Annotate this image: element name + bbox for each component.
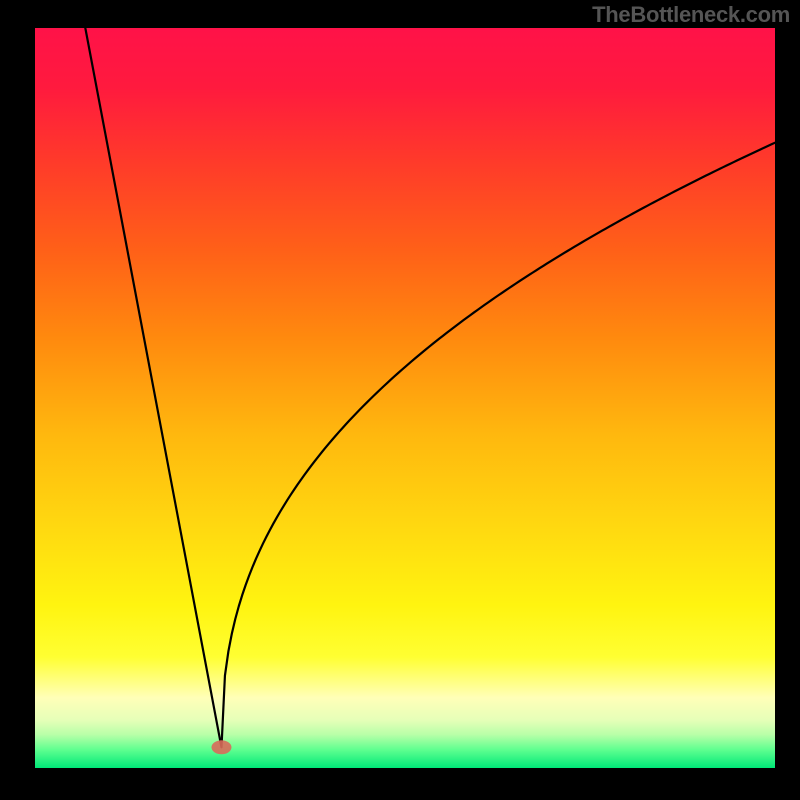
chart-container: TheBottleneck.com bbox=[0, 0, 800, 800]
plot-area bbox=[35, 28, 775, 768]
gradient-background bbox=[35, 28, 775, 768]
plot-svg bbox=[35, 28, 775, 768]
min-point-marker bbox=[211, 740, 231, 754]
watermark-text: TheBottleneck.com bbox=[592, 2, 790, 28]
